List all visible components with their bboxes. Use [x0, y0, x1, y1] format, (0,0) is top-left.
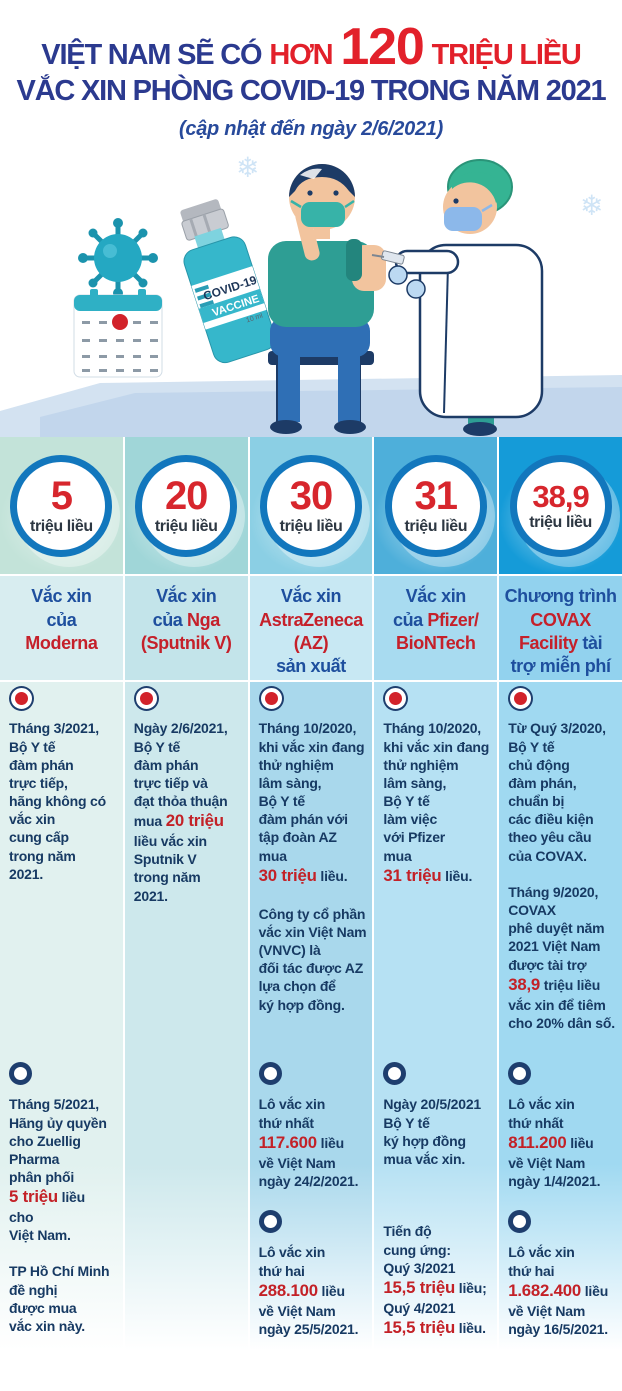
info-block: Từ Quý 3/2020, Bộ Y tế chủ động đàm phán… — [508, 688, 618, 1032]
paragraph: Tháng 10/2020, khi vắc xin đang thử nghi… — [258, 720, 365, 885]
paragraph: Từ Quý 3/2020, Bộ Y tế chủ động đàm phán… — [508, 720, 606, 864]
column-sputnik: 20 triệu liều Vắc xin của Nga (Sputnik V… — [124, 437, 248, 1372]
amount-unit: triệu liều — [154, 518, 218, 536]
info-block: Ngày 20/5/2021 Bộ Y tế ký hợp đồng mua v… — [383, 1062, 493, 1168]
title-line-1: VIỆT NAM SẼ CÓ HƠN 120 TRIỆU LIỀU — [0, 18, 622, 76]
info-block: Lô vắc xin thứ nhất 811.200 liều về Việt… — [508, 1062, 618, 1190]
amount-badge: 38,9 triệu liều — [509, 454, 612, 557]
column-title: Vắc xin của Moderna — [25, 586, 98, 654]
amount-badge: 5 triệu liều — [10, 454, 113, 557]
amount-section: 5 triệu liều — [0, 437, 123, 575]
info-block: Lô vắc xin thứ hai 288.100 liều về Việt … — [258, 1210, 369, 1338]
column-header: Vắc xin AstraZeneca (AZ) sản xuất — [249, 576, 373, 681]
calendar-icon — [73, 289, 163, 378]
virus-icon — [78, 218, 158, 299]
column-covax: 38,9 triệu liều Chương trình COVAX Facil… — [499, 437, 622, 1372]
paragraph: Công ty cổ phần vắc xin Việt Nam (VNVC) … — [258, 905, 367, 1013]
column-header: Chương trình COVAX Facility tài trợ miễn… — [499, 576, 622, 681]
amount-value: 5 — [50, 474, 73, 519]
amount-badge: 31 triệu liều — [384, 454, 487, 557]
column-title: Vắc xin của Nga (Sputnik V) — [140, 586, 232, 654]
amount-badge: 20 triệu liều — [135, 454, 238, 557]
info-block: Tháng 10/2020, khi vắc xin đang thử nghi… — [383, 688, 493, 886]
bullet-hollow-icon — [9, 1062, 32, 1086]
info-block: Ngày 2/6/2021, Bộ Y tế đàm phán trực tiế… — [134, 688, 244, 905]
update-date: (cập nhật đến ngày 2/6/2021) — [179, 118, 443, 141]
info-block: Tháng 3/2021, Bộ Y tế đàm phán trực tiếp… — [9, 688, 119, 883]
amount-section: 38,9 triệu liều — [499, 437, 622, 575]
amount-value: 38,9 — [532, 478, 589, 514]
paragraph: TP Hồ Chí Minh đề nghị được mua vắc xin … — [9, 1263, 110, 1335]
column-astrazeneca: 30 triệu liều Vắc xin AstraZeneca (AZ) s… — [249, 437, 373, 1372]
paragraph: Ngày 2/6/2021, Bộ Y tế đàm phán trực tiế… — [133, 720, 228, 904]
info-block: Tháng 5/2021, Hãng ủy quyền cho Zuellig … — [9, 1062, 119, 1335]
title-red-part-2: TRIỆU LIỀU — [431, 39, 582, 71]
bullet-filled-icon — [135, 688, 157, 710]
column-title: Vắc xin AstraZeneca (AZ) sản xuất — [259, 586, 363, 677]
amount-unit: triệu liều — [30, 518, 93, 536]
title-red-part: HƠN — [269, 39, 333, 71]
amount-section: 30 triệu liều — [249, 437, 373, 575]
amount-unit: triệu liều — [279, 518, 343, 536]
column-body: Tháng 3/2021, Bộ Y tế đàm phán trực tiếp… — [0, 682, 123, 1372]
amount-section: 31 triệu liều — [374, 437, 498, 575]
amount-section: 20 triệu liều — [124, 437, 248, 575]
amount-value: 30 — [289, 474, 333, 519]
amount-value: 31 — [414, 474, 458, 519]
title-blue-part: VIỆT NAM SẼ CÓ — [41, 39, 262, 71]
paragraph: Lô vắc xin thứ nhất 117.600 liều về Việt… — [258, 1096, 359, 1189]
bullet-hollow-icon — [258, 1210, 282, 1234]
column-body: Ngày 2/6/2021, Bộ Y tế đàm phán trực tiế… — [124, 682, 248, 1372]
svg-text:❄: ❄ — [236, 151, 259, 184]
info-block: Lô vắc xin thứ hai 1.682.400 liều về Việ… — [508, 1210, 618, 1338]
amount-value: 20 — [164, 474, 208, 519]
info-block: Tháng 10/2020, khi vắc xin đang thử nghi… — [259, 688, 369, 1013]
paragraph: Lô vắc xin thứ hai 288.100 liều về Việt … — [258, 1244, 359, 1337]
vaccine-columns: 5 triệu liều Vắc xin của Moderna Tháng 3… — [0, 437, 622, 1372]
paragraph: Tháng 9/2020, COVAX phê duyệt năm 2021 V… — [508, 883, 615, 1031]
info-block: Tiến độ cung ứng: Quý 3/2021 15,5 triệu … — [383, 1222, 493, 1338]
paragraph: Lô vắc xin thứ hai 1.682.400 liều về Việ… — [508, 1244, 609, 1337]
bullet-filled-icon — [260, 688, 282, 710]
bullet-hollow-icon — [383, 1062, 407, 1086]
amount-unit: triệu liều — [529, 513, 592, 531]
column-body: Từ Quý 3/2020, Bộ Y tế chủ động đàm phán… — [499, 682, 622, 1372]
page-title: VIỆT NAM SẼ CÓ HƠN 120 TRIỆU LIỀU VẮC XI… — [0, 0, 622, 141]
patient-figure — [268, 164, 386, 435]
paragraph: Lô vắc xin thứ nhất 811.200 liều về Việt… — [508, 1096, 601, 1189]
amount-unit: triệu liều — [404, 518, 468, 536]
paragraph: Ngày 20/5/2021 Bộ Y tế ký hợp đồng mua v… — [383, 1096, 481, 1167]
bullet-hollow-icon — [508, 1210, 532, 1234]
bullet-filled-icon — [385, 688, 407, 710]
column-moderna: 5 triệu liều Vắc xin của Moderna Tháng 3… — [0, 437, 123, 1372]
paragraph: Tháng 3/2021, Bộ Y tế đàm phán trực tiếp… — [9, 720, 106, 882]
column-body: Tháng 10/2020, khi vắc xin đang thử nghi… — [374, 682, 498, 1372]
column-header: Vắc xin của Nga (Sputnik V) — [124, 576, 248, 681]
paragraph: Tiến độ cung ứng: Quý 3/2021 15,5 triệu … — [383, 1223, 487, 1337]
column-pfizer: 31 triệu liều Vắc xin của Pfizer/ BioNTe… — [374, 437, 498, 1372]
bullet-hollow-icon — [508, 1062, 532, 1086]
info-block: Lô vắc xin thứ nhất 117.600 liều về Việt… — [258, 1062, 369, 1190]
column-title: Vắc xin của Pfizer/ BioNTech — [392, 586, 479, 654]
bullet-filled-icon — [510, 688, 532, 710]
svg-text:❄: ❄ — [580, 189, 603, 222]
nurse-figure — [371, 159, 544, 437]
paragraph: Tháng 10/2020, khi vắc xin đang thử nghi… — [383, 720, 490, 885]
column-title: Chương trình COVAX Facility tài trợ miễn… — [504, 586, 617, 677]
bullet-filled-icon — [11, 688, 32, 710]
title-big-number: 120 — [340, 18, 424, 76]
column-header: Vắc xin của Pfizer/ BioNTech — [374, 576, 498, 681]
vaccination-illustration: ❄❄❄❄ — [0, 151, 622, 438]
column-body: Tháng 10/2020, khi vắc xin đang thử nghi… — [249, 682, 373, 1372]
column-header: Vắc xin của Moderna — [0, 576, 123, 681]
paragraph: Tháng 5/2021, Hãng ủy quyền cho Zuellig … — [9, 1096, 107, 1244]
bullet-hollow-icon — [258, 1062, 282, 1086]
amount-badge: 30 triệu liều — [259, 454, 362, 557]
title-line-2: VẮC XIN PHÒNG COVID-19 TRONG NĂM 2021 — [16, 75, 607, 108]
vaccine-bottle-icon: COVID-19 VACCINE 10 ml — [180, 199, 276, 364]
